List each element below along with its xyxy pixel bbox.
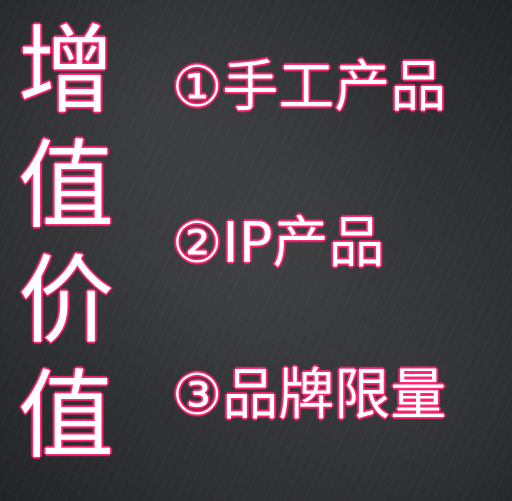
list-item-ip-products: ②IP产品: [172, 211, 385, 276]
list-item-brand-limited: ③品牌限量: [172, 363, 447, 428]
list-item-handmade-products: ①手工产品: [172, 55, 447, 120]
vertical-title: 增 值 价 值: [16, 14, 116, 474]
title-char-2: 值: [18, 130, 114, 242]
title-char-4: 值: [18, 360, 114, 472]
title-char-3: 价: [18, 245, 114, 357]
title-char-1: 增: [18, 15, 114, 127]
